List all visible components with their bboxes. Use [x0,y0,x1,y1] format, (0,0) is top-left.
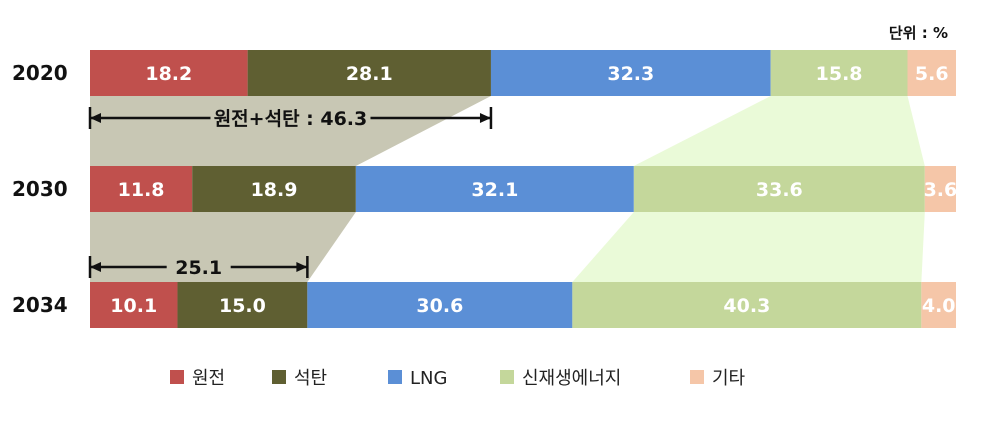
legend-label: 석탄 [294,368,327,389]
year-label-2030: 2030 [12,177,68,201]
bar-2034-renewable [572,282,922,328]
stacked-bars: 18.2 28.1 32.3 15.8 5.6 11.8 18.9 32.1 33.6 3.6 10… [90,50,957,328]
legend-swatch [690,370,704,384]
value-label-2020-renewable: 15.8 [816,63,863,85]
legend-swatch [500,370,514,384]
legend-item-coal: 석탄 [272,368,327,389]
legend-item-nuclear: 원전 [170,368,225,389]
value-label-2020-nuclear: 18.2 [145,63,192,85]
bar-2034-lng [307,282,573,328]
value-label-2034-coal: 15.0 [219,295,266,317]
annotation-text: 25.1 [175,257,222,279]
bar-2030-coal [192,166,356,212]
nuclear-coal-connector [90,96,491,166]
legend-swatch [170,370,184,384]
renewable-connector [572,212,925,282]
value-label-2034-lng: 30.6 [416,295,463,317]
value-label-2020-other: 5.6 [915,63,949,85]
year-label-2020: 2020 [12,61,68,85]
annotation-text: 원전+석탄 : 46.3 [214,108,368,130]
bar-2020-coal [247,50,491,96]
value-label-2020-coal: 28.1 [346,63,393,85]
bracket-annotation-2034: 25.1 [88,256,309,279]
bar-2030-other [924,166,956,212]
bar-2030-nuclear [90,166,193,212]
legend-label: 기타 [712,368,746,389]
legend-label: 신재생에너지 [522,368,621,389]
legend: 원전 석탄 LNG 신재생에너지 기타 [170,368,746,389]
bar-2020-other [907,50,956,96]
bar-2034-coal [177,282,308,328]
bar-2034-nuclear [90,282,178,328]
nuclear-coal-connector [90,212,356,282]
legend-item-other: 기타 [690,368,746,389]
legend-swatch [388,370,402,384]
value-label-2030-renewable: 33.6 [756,179,803,201]
value-label-2030-nuclear: 11.8 [118,179,165,201]
legend-item-lng: LNG [388,368,447,389]
legend-item-renewable: 신재생에너지 [500,368,621,389]
year-labels: 2020 2030 2034 [12,61,68,317]
value-label-2030-other: 3.6 [924,179,958,201]
bar-2020-lng [490,50,771,96]
legend-swatch [272,370,286,384]
value-label-2030-coal: 18.9 [251,179,298,201]
bar-2030-renewable [633,166,925,212]
legend-label: LNG [410,368,447,389]
renewable-connector [633,96,925,166]
year-label-2034: 2034 [12,293,68,317]
annotations: 원전+석탄 : 46.3 25.1 [88,107,493,279]
value-label-2034-nuclear: 10.1 [110,295,157,317]
value-label-2034-renewable: 40.3 [723,295,770,317]
connector-bands [90,96,925,282]
bar-2020-renewable [770,50,908,96]
bracket-annotation-2020: 원전+석탄 : 46.3 [88,107,493,130]
value-label-2034-other: 4.0 [922,295,956,317]
legend-label: 원전 [192,368,225,389]
value-label-2020-lng: 32.3 [607,63,654,85]
bar-2034-other [921,282,956,328]
unit-label: 단위 : % [889,24,948,42]
value-label-2030-lng: 32.1 [471,179,518,201]
bar-2030-lng [355,166,634,212]
bar-2020-nuclear [90,50,248,96]
